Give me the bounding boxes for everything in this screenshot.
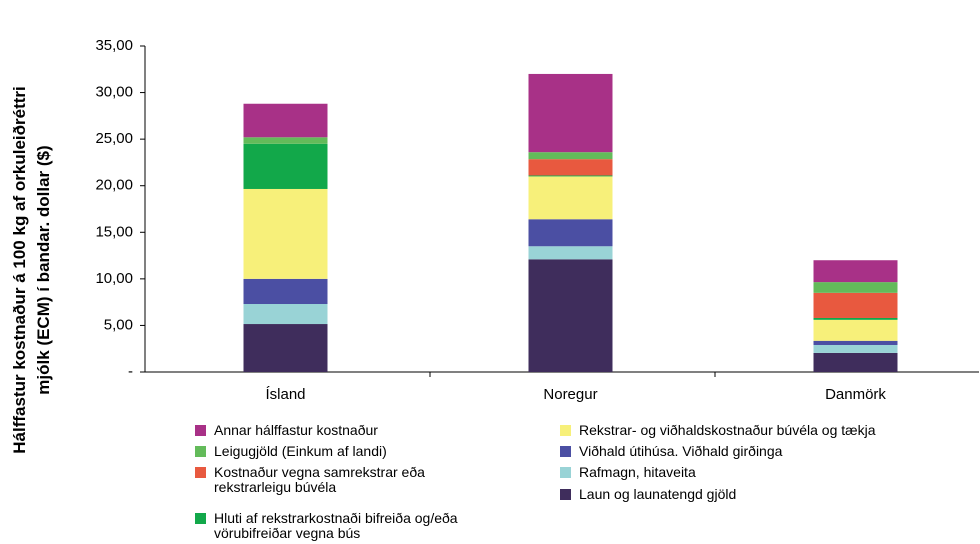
y-axis-title: Hálffastur kostnaður á 100 kg af orkulei… <box>10 86 53 454</box>
bar-segment <box>243 324 328 372</box>
legend-label: Rafmagn, hitaveita <box>579 464 696 480</box>
y-tick-label: 15,00 <box>95 223 133 240</box>
legend-swatch <box>195 513 206 524</box>
legend-swatch <box>560 425 571 436</box>
bar-segment <box>528 73 613 153</box>
legend-item: Viðhald útihúsa. Viðhald girðinga <box>560 444 880 459</box>
bar-segment <box>528 175 613 177</box>
bar-segment <box>813 352 898 372</box>
y-tick-label: - <box>128 363 133 380</box>
y-tick-label: 30,00 <box>95 84 133 101</box>
legend-swatch <box>195 446 206 457</box>
bar-segment <box>528 259 613 372</box>
legend-item: Laun og launatengd gjöld <box>560 487 880 502</box>
legend-label: Viðhald útihúsa. Viðhald girðinga <box>579 443 783 459</box>
legend-label: Leigugjöld (Einkum af landi) <box>214 443 387 459</box>
legend-label: Annar hálffastur kostnaður <box>214 422 378 438</box>
y-tick-label: 5,00 <box>104 316 133 333</box>
y-tick-label: 20,00 <box>95 177 133 194</box>
legend-swatch <box>560 467 571 478</box>
bar-segment <box>243 103 328 138</box>
bar-segment <box>243 143 328 189</box>
bar-segment <box>243 278 328 305</box>
bar-segment <box>813 317 898 320</box>
bar-segment <box>813 260 898 283</box>
legend-label: Rekstrar- og viðhaldskostnaður búvéla og… <box>579 422 876 438</box>
bar-segment <box>528 246 613 260</box>
y-tick-label: 10,00 <box>95 270 133 287</box>
bar-segment <box>813 282 898 293</box>
legend-item: Rekstrar- og viðhaldskostnaður búvéla og… <box>560 423 960 438</box>
legend-label: Hluti af rekstrarkostnaði bifreiða og/eð… <box>214 510 458 541</box>
bar-segment <box>528 176 613 220</box>
legend-item: Leigugjöld (Einkum af landi) <box>195 444 515 459</box>
bar-segment <box>528 219 613 247</box>
legend-label: Kostnaður vegna samrekstrar eða rekstrar… <box>214 464 425 495</box>
legend-swatch <box>560 446 571 457</box>
legend-swatch <box>560 489 571 500</box>
bar-segment <box>243 304 328 325</box>
legend-item: Rafmagn, hitaveita <box>560 465 880 480</box>
x-tick-label: Noregur <box>543 386 597 403</box>
x-tick-label: Danmörk <box>825 386 886 403</box>
legend-item: Kostnaður vegna samrekstrar eða rekstrar… <box>195 465 515 495</box>
y-tick-label: 35,00 <box>95 37 133 54</box>
legend-swatch <box>195 467 206 478</box>
bar-segment <box>528 159 613 176</box>
bar-segment <box>243 137 328 144</box>
legend-item: Hluti af rekstrarkostnaði bifreiða og/eð… <box>195 511 515 541</box>
bar-segment <box>528 152 613 160</box>
bar-segment <box>813 319 898 341</box>
legend-swatch <box>195 425 206 436</box>
x-tick-label: Ísland <box>265 386 305 403</box>
y-tick-label: 25,00 <box>95 130 133 147</box>
bar-segment <box>813 292 898 318</box>
legend-label: Laun og launatengd gjöld <box>579 486 737 502</box>
bar-segment <box>813 340 898 345</box>
legend-item: Annar hálffastur kostnaður <box>195 423 515 438</box>
bar-segment <box>813 344 898 353</box>
bar-segment <box>243 188 328 279</box>
